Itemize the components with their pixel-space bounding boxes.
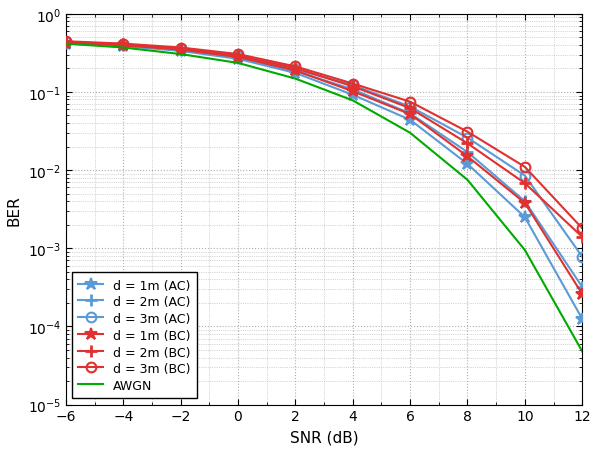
d = 1m (AC) <box>464 162 471 167</box>
d = 3m (BC) <box>464 130 471 135</box>
d = 1m (BC) <box>579 292 586 297</box>
d = 2m (BC) <box>579 235 586 240</box>
d = 3m (BC) <box>62 39 69 45</box>
d = 1m (AC) <box>349 93 356 98</box>
d = 3m (BC) <box>579 226 586 231</box>
d = 2m (AC) <box>177 48 184 54</box>
d = 1m (BC) <box>177 48 184 53</box>
d = 3m (AC) <box>464 136 471 141</box>
AWGN <box>464 178 471 183</box>
d = 1m (BC) <box>234 55 242 60</box>
d = 3m (AC) <box>177 47 184 52</box>
d = 3m (AC) <box>521 174 529 179</box>
d = 2m (BC) <box>177 47 184 52</box>
Line: d = 1m (AC): d = 1m (AC) <box>60 38 588 326</box>
d = 1m (BC) <box>62 41 69 46</box>
d = 3m (AC) <box>292 67 299 73</box>
d = 2m (AC) <box>234 56 242 61</box>
d = 2m (BC) <box>120 43 127 48</box>
d = 1m (AC) <box>407 118 414 123</box>
d = 3m (BC) <box>349 82 356 87</box>
AWGN <box>349 98 356 104</box>
d = 3m (BC) <box>234 52 242 58</box>
d = 2m (BC) <box>521 181 529 187</box>
d = 1m (AC) <box>292 71 299 77</box>
AWGN <box>292 77 299 82</box>
d = 1m (AC) <box>579 317 586 322</box>
Line: d = 2m (AC): d = 2m (AC) <box>60 37 588 294</box>
AWGN <box>521 248 529 253</box>
d = 2m (BC) <box>234 54 242 59</box>
d = 3m (AC) <box>407 105 414 110</box>
d = 1m (BC) <box>521 201 529 206</box>
d = 2m (AC) <box>464 150 471 156</box>
d = 2m (AC) <box>120 43 127 49</box>
d = 1m (AC) <box>521 215 529 221</box>
AWGN <box>579 349 586 354</box>
d = 3m (BC) <box>521 165 529 170</box>
d = 2m (AC) <box>292 69 299 74</box>
d = 3m (AC) <box>62 40 69 46</box>
Line: d = 3m (BC): d = 3m (BC) <box>61 37 587 234</box>
d = 1m (AC) <box>120 44 127 50</box>
d = 3m (AC) <box>349 83 356 89</box>
d = 2m (BC) <box>292 66 299 72</box>
d = 1m (AC) <box>62 42 69 47</box>
AWGN <box>407 131 414 136</box>
d = 1m (BC) <box>407 112 414 118</box>
d = 2m (AC) <box>407 111 414 117</box>
d = 3m (BC) <box>177 46 184 51</box>
Line: AWGN: AWGN <box>66 45 582 352</box>
d = 1m (AC) <box>177 49 184 55</box>
AWGN <box>62 42 69 47</box>
d = 3m (AC) <box>234 55 242 60</box>
Line: d = 2m (BC): d = 2m (BC) <box>60 37 588 244</box>
d = 1m (BC) <box>120 43 127 49</box>
d = 2m (BC) <box>62 40 69 46</box>
d = 1m (BC) <box>292 69 299 74</box>
d = 2m (AC) <box>62 41 69 46</box>
d = 3m (AC) <box>120 43 127 48</box>
Legend: d = 1m (AC), d = 2m (AC), d = 3m (AC), d = 1m (BC), d = 2m (BC), d = 3m (BC), AW: d = 1m (AC), d = 2m (AC), d = 3m (AC), d… <box>72 273 197 399</box>
d = 3m (BC) <box>120 42 127 47</box>
X-axis label: SNR (dB): SNR (dB) <box>290 429 358 444</box>
d = 3m (BC) <box>407 100 414 105</box>
d = 2m (AC) <box>349 87 356 93</box>
Line: d = 3m (AC): d = 3m (AC) <box>61 38 587 262</box>
Line: d = 1m (BC): d = 1m (BC) <box>60 37 588 301</box>
AWGN <box>234 61 242 66</box>
d = 3m (AC) <box>579 254 586 260</box>
AWGN <box>177 52 184 58</box>
Y-axis label: BER: BER <box>7 194 22 225</box>
AWGN <box>120 46 127 51</box>
d = 3m (BC) <box>292 64 299 70</box>
d = 2m (AC) <box>521 199 529 204</box>
d = 1m (BC) <box>349 89 356 95</box>
d = 1m (BC) <box>464 154 471 160</box>
d = 2m (BC) <box>349 84 356 90</box>
d = 2m (BC) <box>407 106 414 111</box>
d = 2m (BC) <box>464 141 471 147</box>
d = 2m (AC) <box>579 285 586 290</box>
d = 1m (AC) <box>234 57 242 62</box>
